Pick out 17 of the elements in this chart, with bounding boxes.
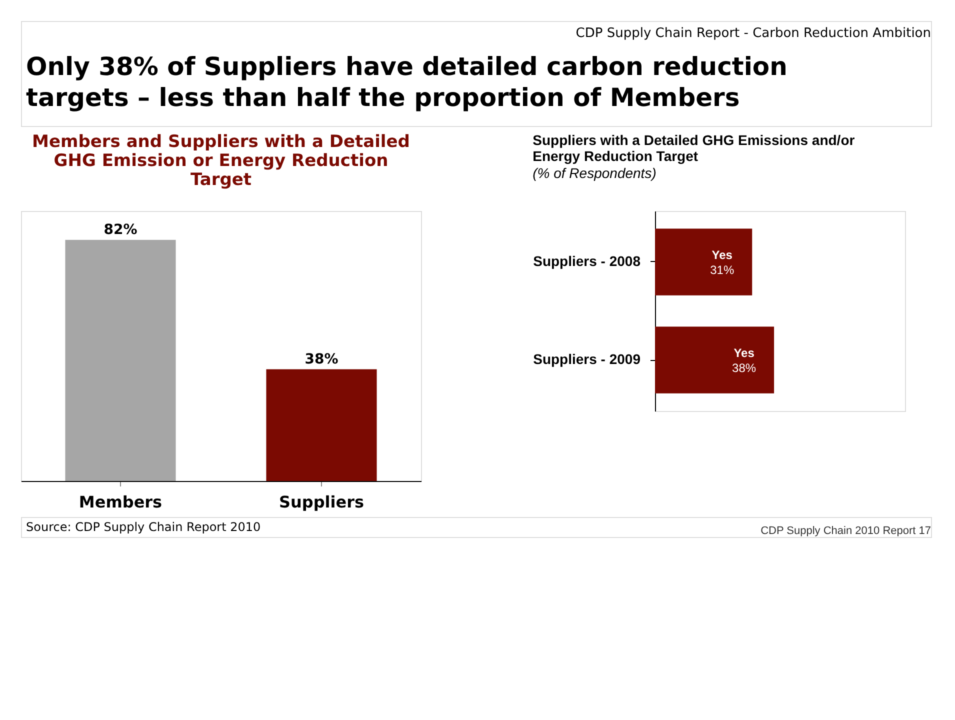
text: CDP Supply Chain Report - Carbon Reduction Ambition <box>576 26 931 41</box>
y-tick-label: Suppliers - 2009 <box>533 351 641 368</box>
text: Only 38% of Suppliers have detailed carbon reduction targets – less than half the proportion of Members <box>26 52 788 112</box>
text: Yes <box>734 346 754 360</box>
data-label: 38% <box>732 361 756 376</box>
text: CDP Supply Chain 2010 Report 17 <box>760 525 931 537</box>
y-tick-label: Suppliers - 2008 <box>533 252 641 269</box>
data-label: 38% <box>304 351 338 368</box>
chart-title: Members and Suppliers with a Detailed GHG Emission or Energy Reduction Target <box>32 132 410 190</box>
x-tick-label: Members <box>78 492 162 512</box>
source-note: Source: CDP Supply Chain Report 2010 <box>26 520 261 534</box>
x-tick-label: Suppliers <box>278 492 364 512</box>
data-label: 31% <box>710 262 734 277</box>
series-label: Yes <box>712 248 733 262</box>
chart-title: Suppliers with a Detailed GHG Emissions and/or Energy Reduction Target <box>532 132 856 164</box>
chart-subtitle: (% of Respondents) <box>532 165 656 181</box>
data-label: 82% <box>104 222 138 238</box>
